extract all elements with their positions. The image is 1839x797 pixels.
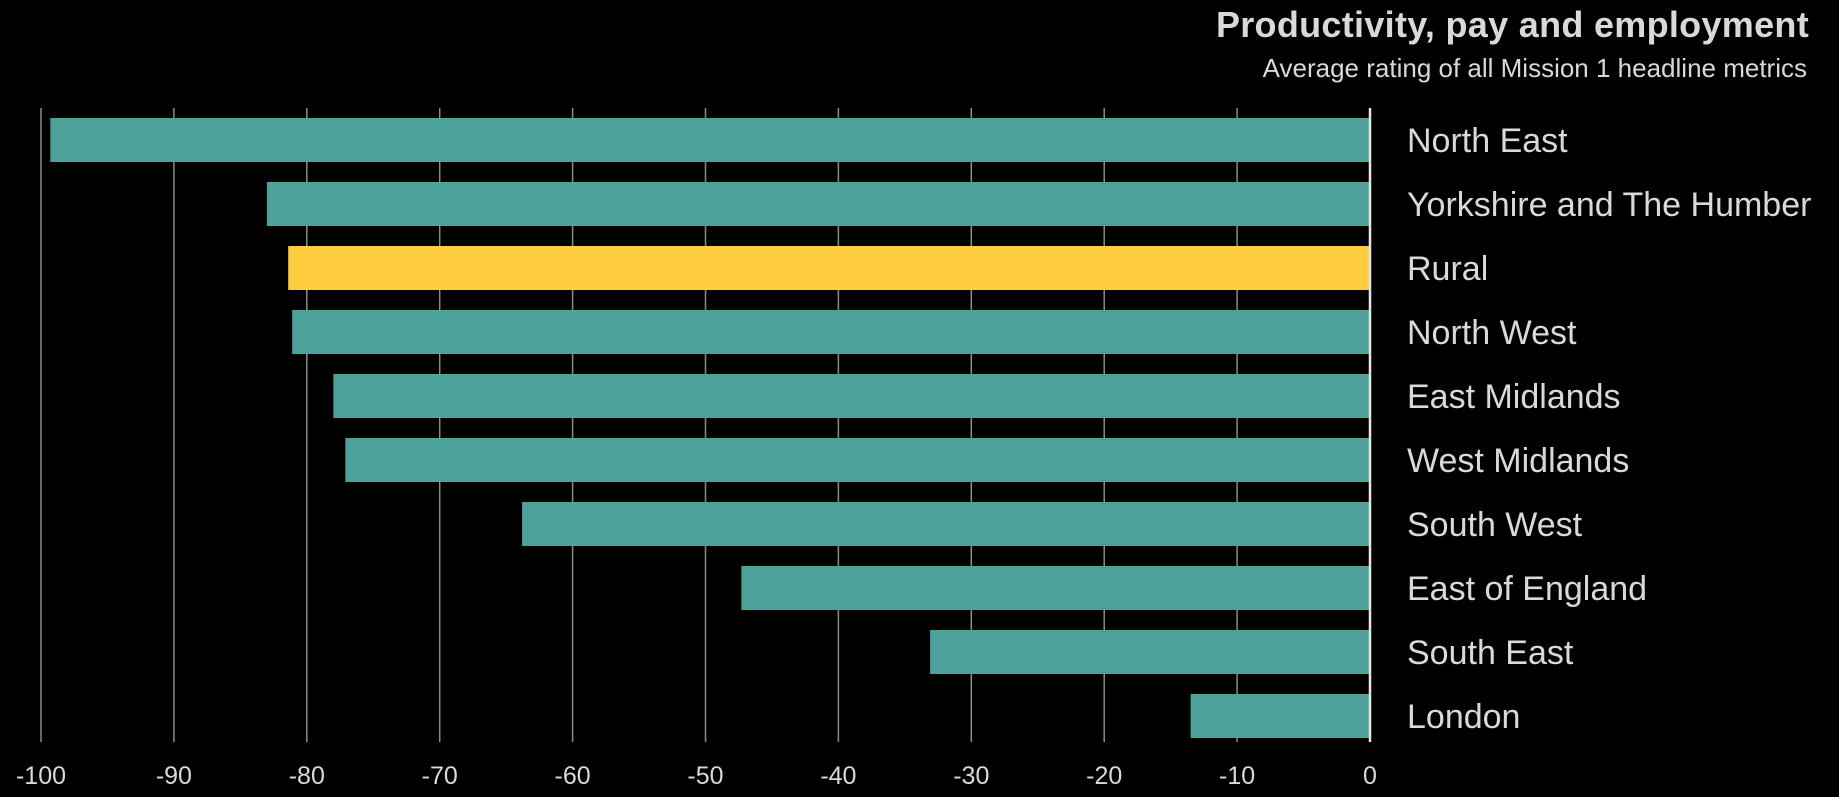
category-label: West Midlands <box>1407 442 1629 480</box>
bar-north-east <box>50 118 1371 162</box>
bar-rural <box>288 246 1371 290</box>
x-tick-label: -30 <box>953 762 989 790</box>
category-label: South East <box>1407 634 1574 672</box>
bar-south-east <box>930 630 1370 674</box>
bar-east-of-england <box>741 566 1370 610</box>
category-label: South West <box>1407 506 1583 544</box>
category-label: North East <box>1407 122 1568 160</box>
x-tick-label: 0 <box>1363 762 1377 790</box>
chart-title: Productivity, pay and employment <box>1215 4 1809 45</box>
category-label: Rural <box>1407 250 1488 288</box>
x-axis-ticks: -100 -90 -80 -70 -60 -50 -40 -30 -20 -10 0 <box>16 762 1377 790</box>
category-label: Yorkshire and The Humber <box>1407 186 1811 224</box>
category-label: London <box>1407 698 1520 736</box>
x-tick-label: -10 <box>1219 762 1255 790</box>
chart-subtitle: Average rating of all Mission 1 headline… <box>1262 53 1807 83</box>
bar-yorkshire-and-the-humber <box>266 182 1371 226</box>
bar-east-midlands <box>333 374 1370 418</box>
category-label: North West <box>1407 314 1577 352</box>
x-tick-label: -100 <box>16 762 66 790</box>
bar-london <box>1190 694 1370 738</box>
bars <box>50 118 1371 738</box>
bar-west-midlands <box>345 438 1370 482</box>
bar-south-west <box>522 502 1370 546</box>
x-tick-label: -40 <box>820 762 856 790</box>
x-tick-label: -90 <box>156 762 192 790</box>
category-label: East Midlands <box>1407 378 1621 416</box>
bar-north-west <box>292 310 1370 354</box>
category-labels: North East Yorkshire and The Humber Rural N… <box>1407 122 1811 736</box>
x-tick-label: -80 <box>289 762 325 790</box>
category-label: East of England <box>1407 570 1647 608</box>
x-tick-label: -60 <box>555 762 591 790</box>
x-tick-label: -70 <box>422 762 458 790</box>
x-tick-label: -20 <box>1086 762 1122 790</box>
x-tick-label: -50 <box>687 762 723 790</box>
